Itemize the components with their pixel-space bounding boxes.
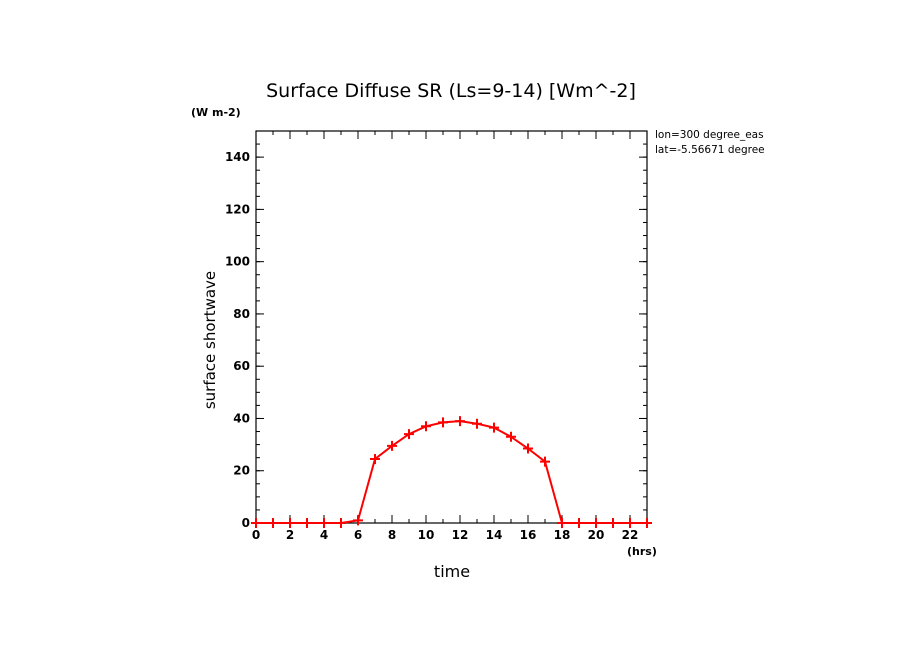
- x-tick-label: 14: [486, 528, 503, 542]
- y-unit-label: (W m-2): [191, 106, 241, 119]
- x-unit-label: (hrs): [627, 545, 657, 558]
- x-tick-label: 18: [554, 528, 571, 542]
- y-tick-label: 80: [233, 307, 250, 321]
- data-point-marker: [591, 518, 601, 528]
- y-tick-label: 120: [225, 202, 250, 216]
- y-tick-label: 60: [233, 359, 250, 373]
- plot-frame: [255, 130, 648, 524]
- y-axis-label: surface shortwave: [201, 271, 219, 409]
- annotation-lon: lon=300 degree_eas: [655, 129, 764, 141]
- data-point-marker: [625, 518, 635, 528]
- data-point-marker: [336, 518, 346, 528]
- series-group: [251, 416, 652, 528]
- data-point-marker: [557, 518, 567, 528]
- x-tick-label: 4: [320, 528, 328, 542]
- x-tick-label: 0: [252, 528, 260, 542]
- data-point-marker: [387, 440, 397, 451]
- data-point-marker: [353, 515, 363, 526]
- data-point-marker: [370, 453, 380, 464]
- y-tick-label: 140: [225, 150, 250, 164]
- y-tick-label: 0: [242, 516, 250, 530]
- data-point-marker: [642, 518, 652, 528]
- x-tick-label: 6: [354, 528, 362, 542]
- data-point-marker: [472, 418, 482, 429]
- data-point-marker: [574, 518, 584, 528]
- data-point-marker: [285, 518, 295, 528]
- annotation-lat: lat=-5.56671 degree: [655, 144, 765, 156]
- x-tick-label: 10: [418, 528, 435, 542]
- x-tick-label: 16: [520, 528, 537, 542]
- data-point-marker: [540, 456, 550, 467]
- x-tick-label: 2: [286, 528, 294, 542]
- x-tick-label: 20: [588, 528, 605, 542]
- x-tick-label: 22: [622, 528, 639, 542]
- y-tick-label: 40: [233, 411, 250, 425]
- data-point-marker: [251, 518, 261, 528]
- x-tick-label: 8: [388, 528, 396, 542]
- data-point-marker: [455, 416, 465, 427]
- y-tick-label: 100: [225, 255, 250, 269]
- data-point-marker: [268, 518, 278, 528]
- series-line: [256, 420, 647, 524]
- data-point-marker: [523, 443, 533, 454]
- data-point-marker: [421, 421, 431, 432]
- x-axis-label: time: [434, 562, 470, 581]
- x-tick-label: 12: [452, 528, 469, 542]
- y-tick-label: 20: [233, 464, 250, 478]
- data-point-marker: [404, 429, 414, 440]
- data-point-marker: [438, 417, 448, 428]
- axis-ticks: 0 2 4 6 8 10 12 14 16 18 20 22 0 20 40 60 80 100 120 140: [225, 130, 648, 542]
- data-point-marker: [506, 431, 516, 442]
- data-point-marker: [302, 518, 312, 528]
- chart-title: Surface Diffuse SR (Ls=9-14) [Wm^-2]: [266, 80, 636, 102]
- data-point-marker: [608, 518, 618, 528]
- data-point-marker: [319, 518, 329, 528]
- data-point-marker: [489, 422, 499, 433]
